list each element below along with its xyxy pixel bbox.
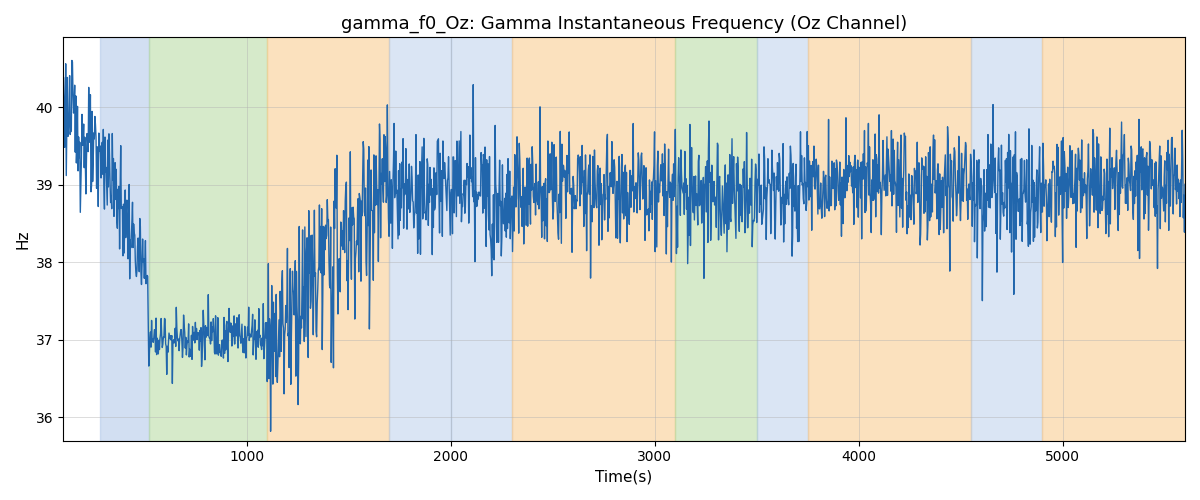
Bar <box>266 38 389 440</box>
Bar <box>149 38 266 440</box>
Bar <box>971 38 1042 440</box>
X-axis label: Time(s): Time(s) <box>595 470 653 485</box>
Title: gamma_f0_Oz: Gamma Instantaneous Frequency (Oz Channel): gamma_f0_Oz: Gamma Instantaneous Frequen… <box>341 15 907 34</box>
Bar <box>808 38 971 440</box>
Bar <box>674 38 756 440</box>
Bar <box>756 38 808 440</box>
Bar <box>511 38 674 440</box>
Bar <box>1042 38 1184 440</box>
Y-axis label: Hz: Hz <box>16 230 30 249</box>
Bar <box>389 38 450 440</box>
Bar <box>450 38 511 440</box>
Bar <box>100 38 149 440</box>
